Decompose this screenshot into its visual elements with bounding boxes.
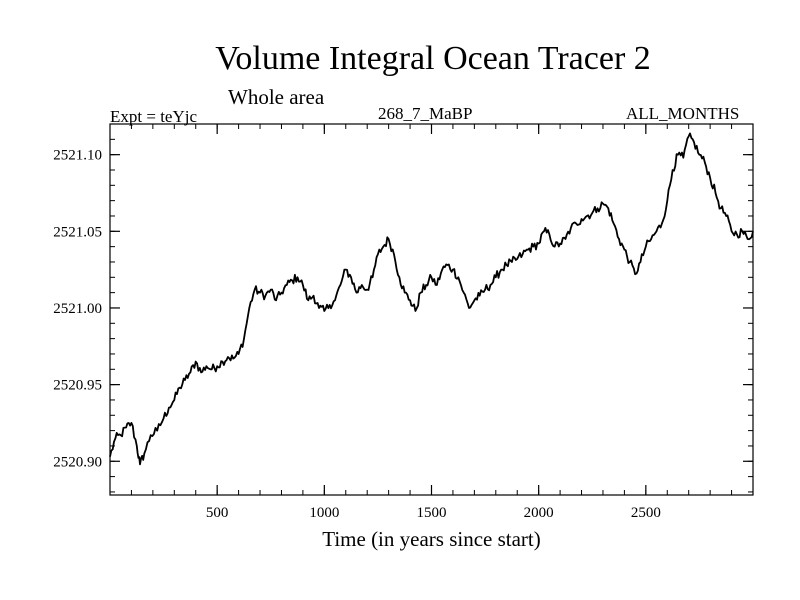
y-tick-label: 2520.95 — [53, 378, 102, 394]
major-ticks — [110, 124, 753, 495]
experiment-label: Expt = teYjc — [110, 107, 198, 126]
chart-title: Volume Integral Ocean Tracer 2 — [215, 40, 651, 77]
minor-ticks — [110, 123, 753, 495]
x-tick-label: 2500 — [631, 505, 661, 521]
tick-labels: 500 1000 1500 2000 2500 2520.90 2520.95 2521.00… — [53, 148, 661, 521]
plot-frame — [109, 123, 754, 496]
x-tick-label: 1500 — [417, 505, 447, 521]
y-tick-label: 2521.05 — [53, 224, 102, 240]
y-tick-label: 2520.90 — [53, 454, 102, 470]
y-tick-label: 2521.00 — [53, 301, 102, 317]
run-label: 268_7_MaBP — [378, 104, 473, 123]
x-tick-label: 500 — [206, 505, 229, 521]
series-line — [109, 132, 754, 466]
chart-subtitle: Whole area — [228, 85, 325, 109]
x-axis-label: Time (in years since start) — [322, 527, 541, 551]
months-label: ALL_MONTHS — [626, 104, 740, 123]
x-tick-label: 2000 — [524, 505, 554, 521]
y-tick-label: 2521.10 — [53, 148, 102, 164]
x-tick-label: 1000 — [309, 505, 339, 521]
